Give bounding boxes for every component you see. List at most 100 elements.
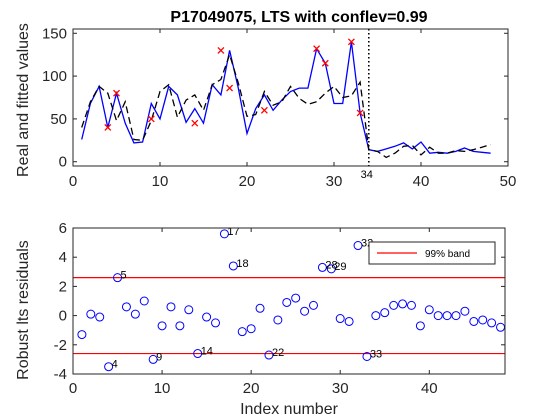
residual-point [273, 315, 283, 325]
fitted-values-line [81, 52, 491, 159]
residual-point [380, 308, 390, 318]
residual-point [415, 321, 425, 331]
residual-point [469, 316, 479, 326]
residual-point [282, 297, 292, 307]
bottom-xtick-label: 0 [69, 380, 77, 397]
residual-point [166, 302, 176, 312]
outlier-marker-stroke [347, 38, 355, 46]
residual-annotation: 18 [236, 258, 248, 270]
bottom-axes-box [72, 227, 506, 375]
outlier-marker [260, 106, 268, 114]
outlier-marker [226, 84, 234, 92]
residual-point [317, 262, 327, 272]
outlier-marker [313, 45, 321, 53]
residual-point [433, 311, 443, 321]
outlier-marker-stroke [104, 124, 112, 131]
residual-point [442, 311, 452, 321]
top-ytick-label: 0 [59, 154, 67, 171]
residual-point [398, 299, 408, 309]
top-ytick-label: 100 [42, 68, 67, 85]
residual-point [300, 306, 310, 316]
residual-point [406, 300, 416, 310]
outlier-marker-stroke [321, 59, 329, 67]
residual-point [496, 322, 506, 332]
bottom-chart-xlabel: Index number [240, 401, 339, 418]
outlier-marker-stroke [260, 106, 268, 114]
bottom-chart-ylabel: Robust lts residuals [15, 240, 32, 380]
outlier-marker [356, 109, 364, 117]
outlier-marker [147, 115, 155, 123]
bottom-xtick-label: 30 [332, 380, 349, 397]
residual-point [362, 351, 372, 361]
top-xtick-label: 20 [239, 173, 256, 190]
residual-point [460, 306, 470, 316]
residual-point [371, 311, 381, 321]
residual-point [264, 350, 274, 360]
residual-annotation: 33 [370, 348, 382, 360]
residual-point [308, 300, 318, 310]
bottom-xtick-label: 10 [154, 380, 171, 397]
residual-annotation: 22 [272, 347, 284, 359]
bottom-ytick-label: 6 [59, 220, 67, 237]
residual-point [451, 311, 461, 321]
residual-point [291, 293, 301, 303]
top-ytick-label: 150 [42, 25, 67, 42]
outlier-marker-stroke [191, 119, 199, 127]
residual-point [255, 303, 265, 313]
residual-point [130, 309, 140, 319]
outlier-marker [321, 59, 329, 67]
residual-point [335, 314, 345, 324]
top-xtick-label: 30 [326, 173, 343, 190]
bottom-ytick-label: 0 [59, 308, 67, 325]
residual-point [95, 312, 105, 322]
top-chart: P17049075, LTS with conflev=0.99 Real an… [15, 9, 516, 190]
residual-point [389, 300, 399, 310]
outlier-marker [217, 46, 225, 54]
split-line-label: 34 [361, 169, 373, 181]
outlier-marker-stroke [226, 84, 234, 92]
legend: 99% band [368, 241, 496, 265]
top-chart-ylabel: Real and fitted values [15, 23, 32, 177]
outlier-marker-stroke [113, 89, 120, 97]
residual-point [193, 349, 203, 359]
outlier-marker [113, 89, 120, 97]
residual-point [237, 327, 247, 337]
outlier-marker-stroke [147, 115, 155, 123]
outlier-marker [104, 124, 112, 131]
residual-point [184, 305, 194, 315]
residual-annotation: 29 [334, 261, 346, 273]
residual-point [424, 305, 434, 315]
residual-point [353, 241, 363, 251]
outlier-marker [347, 38, 355, 46]
residual-point [148, 354, 158, 364]
residual-annotation: 14 [201, 346, 213, 358]
bottom-ytick-label: -4 [54, 366, 67, 383]
legend-label: 99% band [425, 249, 470, 260]
residual-point [219, 229, 229, 239]
outlier-marker-stroke [356, 109, 364, 117]
bottom-xtick-label: 40 [421, 380, 438, 397]
residual-point [175, 321, 185, 331]
residual-annotation: 28 [325, 259, 337, 271]
bottom-chart: Robust lts residuals Index number 0 10 20 3… [15, 220, 506, 418]
bottom-xtick-label: 20 [243, 380, 260, 397]
residual-point [211, 318, 221, 328]
top-xtick-label: 0 [69, 173, 77, 190]
residual-point [104, 362, 114, 372]
real-values-line [81, 41, 491, 154]
outlier-marker-stroke [217, 46, 225, 54]
bottom-ytick-label: 2 [59, 278, 67, 295]
residual-point [157, 321, 167, 331]
residual-point [246, 324, 256, 334]
residual-point [478, 315, 488, 325]
top-ytick-label: 50 [50, 111, 67, 128]
residual-point [113, 273, 123, 283]
bottom-ytick-label: 4 [59, 249, 67, 266]
residual-point [344, 316, 354, 326]
residual-annotation: 4 [112, 359, 118, 371]
top-xtick-label: 50 [500, 173, 517, 190]
residual-point [77, 330, 87, 340]
outlier-marker [191, 119, 199, 127]
residual-point [228, 261, 238, 271]
